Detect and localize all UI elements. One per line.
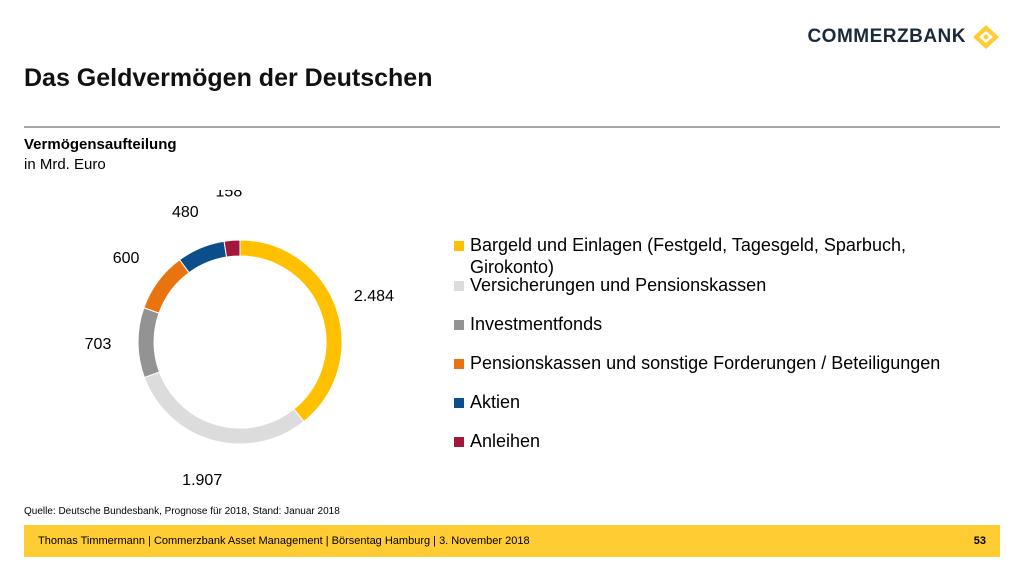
brand-name: COMMERZBANK [807, 26, 966, 47]
slice-value-label: 480 [172, 204, 199, 221]
legend-item: Investmentfonds [454, 313, 994, 335]
legend-item: Aktien [454, 391, 994, 413]
donut-slice [178, 240, 228, 274]
source-note: Quelle: Deutsche Bundesbank, Prognose fü… [24, 506, 340, 517]
legend-swatch [454, 359, 464, 369]
donut-chart: 2.484 1.907 703 600 480 158 [85, 190, 394, 489]
donut-slice [137, 307, 161, 379]
legend-swatch [454, 398, 464, 408]
legend-swatch [454, 320, 464, 330]
chart-title: Vermögensaufteilung [24, 136, 177, 153]
legend-item: Pensionskassen und sonstige Forderungen … [454, 352, 994, 374]
legend-swatch [454, 437, 464, 447]
commerzbank-logo: COMMERZBANK [807, 24, 1000, 50]
page-number: 53 [973, 535, 986, 547]
title-divider [24, 126, 1000, 128]
legend-label: Versicherungen und Pensionskassen [470, 275, 767, 295]
legend-swatch [454, 241, 464, 251]
legend-swatch [454, 281, 464, 291]
slice-value-label: 703 [85, 336, 112, 353]
legend-label: Investmentfonds [470, 314, 603, 334]
donut-slice [143, 259, 190, 314]
legend-item: Anleihen [454, 430, 994, 452]
footer-bar: Thomas Timmermann | Commerzbank Asset Ma… [24, 525, 1000, 557]
donut-slice [223, 239, 241, 258]
footer-text: Thomas Timmermann | Commerzbank Asset Ma… [38, 535, 530, 547]
page-title: Das Geldvermögen der Deutschen [24, 64, 433, 92]
legend-label: Aktien [470, 392, 521, 412]
legend-label: Pensionskassen und sonstige Forderungen … [470, 353, 941, 373]
donut-slice [239, 239, 343, 423]
legend-label: Anleihen [470, 431, 541, 451]
slice-value-label: 158 [216, 190, 243, 200]
legend-item: Versicherungen und Pensionskassen [454, 274, 994, 296]
slice-value-label: 1.907 [182, 472, 222, 489]
chart-unit: in Mrd. Euro [24, 156, 106, 173]
chart-legend: Bargeld und Einlagen (Festgeld, Tagesgel… [454, 234, 994, 469]
donut-slice [143, 371, 305, 445]
legend-item: Bargeld und Einlagen (Festgeld, Tagesgel… [454, 234, 994, 278]
slice-value-label: 600 [113, 250, 140, 267]
legend-label: Bargeld und Einlagen (Festgeld, Tagesgel… [470, 235, 906, 277]
ribbon-logo-icon [973, 25, 999, 49]
slice-value-label: 2.484 [354, 288, 394, 305]
